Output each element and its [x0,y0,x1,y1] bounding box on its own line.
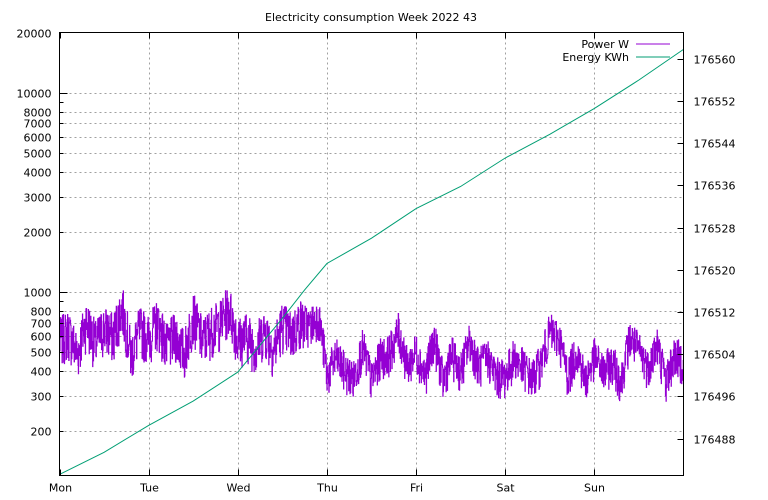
y-tick-label: 400 [31,366,52,379]
y2-tick-label: 176552 [694,96,736,109]
plot-frame [59,32,684,476]
y-tick-label: 800 [31,306,52,319]
power-line [59,290,684,402]
y-tick-label: 2000 [24,227,52,240]
energy-line [59,48,684,475]
y2-tick-label: 176512 [694,307,736,320]
y-tick-label: 20000 [17,28,52,41]
axes: Mon Tue Wed Thu Fri Sat Sun2003004005006007008… [17,28,736,495]
y-tick-label: 10000 [17,88,52,101]
power-series [59,290,684,402]
y-tick-label: 3000 [24,192,52,205]
x-tick-label: Thu [316,482,338,495]
x-tick-label: Tue [139,482,159,495]
legend-label: Power W [581,38,629,51]
y2-tick-label: 176536 [694,180,736,193]
x-tick-label: Sun [584,482,605,495]
y-tick-label: 600 [31,331,52,344]
energy-series [59,48,684,475]
y2-tick-label: 176504 [694,349,736,362]
chart-title: Electricity consumption Week 2022 43 [265,11,477,24]
y2-tick-label: 176528 [694,223,736,236]
x-tick-label: Sat [496,482,515,495]
y-tick-label: 1000 [24,287,52,300]
x-tick-label: Mon [49,482,72,495]
y2-tick-label: 176560 [694,54,736,67]
y-tick-label: 200 [31,426,52,439]
y-tick-label: 5000 [24,148,52,161]
legend-label: Energy KWh [562,51,629,64]
y-tick-label: 4000 [24,167,52,180]
y2-tick-label: 176520 [694,265,736,278]
y-tick-label: 8000 [24,107,52,120]
y-tick-label: 500 [31,347,52,360]
x-tick-label: Wed [227,482,251,495]
y-tick-label: 7000 [24,118,52,131]
y2-tick-label: 176496 [694,391,736,404]
y-tick-label: 700 [31,318,52,331]
y-tick-label: 6000 [24,132,52,145]
x-tick-label: Fri [410,482,423,495]
y2-tick-label: 176488 [694,434,736,447]
y-tick-label: 300 [31,391,52,404]
y2-tick-label: 176544 [694,138,736,151]
